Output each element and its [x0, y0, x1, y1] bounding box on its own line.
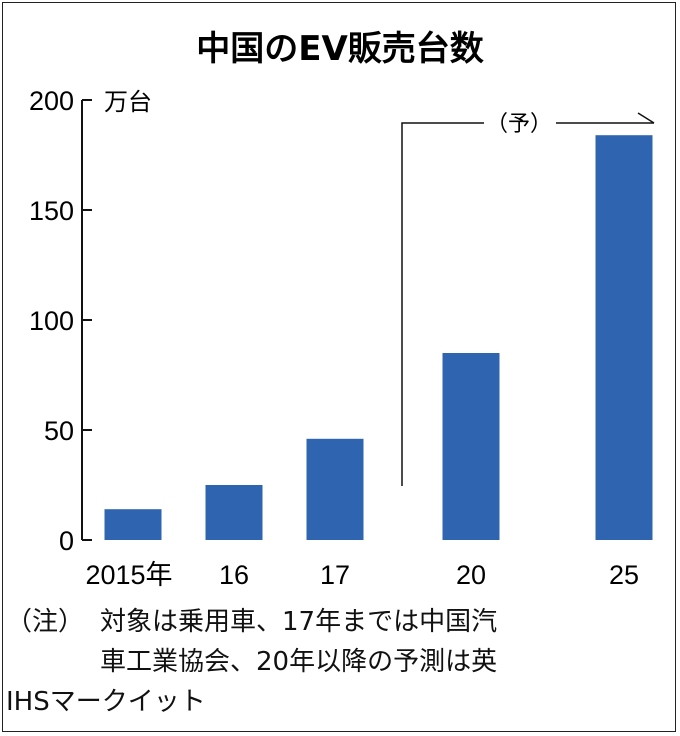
y-tick-label: 150	[29, 196, 74, 226]
chart-title: 中国のEV販売台数	[196, 29, 484, 69]
bar-4	[595, 135, 653, 540]
bar-2	[306, 438, 364, 540]
bar-1	[205, 485, 263, 540]
bar-0	[104, 509, 162, 540]
x-tick-label: 2015年	[85, 560, 172, 590]
x-axis-labels: 2015年 16 17 20 25	[85, 560, 639, 590]
y-tick-label: 0	[59, 526, 74, 556]
x-tick-label: 20	[456, 560, 486, 590]
x-tick-label: 16	[219, 560, 249, 590]
note-line-2: 車工業協会、20年以降の予測は英	[100, 647, 498, 677]
note-label: （注）	[6, 607, 85, 637]
y-tick-label: 100	[29, 306, 74, 336]
x-tick-label: 25	[609, 560, 639, 590]
forecast-label: （予）	[486, 112, 552, 137]
note-line-3: IHSマークイット	[6, 687, 206, 717]
y-tick-label: 50	[44, 416, 74, 446]
x-tick-label: 17	[320, 560, 350, 590]
note-line-1: 対象は乗用車、17年までは中国汽	[100, 607, 498, 637]
y-tick-label: 200	[29, 86, 74, 116]
chart-note: （注） 対象は乗用車、17年までは中国汽 車工業協会、20年以降の予測は英 IH…	[6, 602, 671, 722]
y-axis-unit: 万台	[104, 88, 152, 116]
forecast-bracket: （予）	[401, 112, 655, 486]
bar-series	[104, 135, 653, 540]
bar-3	[442, 353, 500, 540]
y-axis-ticks: 200 150 100 50 0	[29, 86, 92, 556]
